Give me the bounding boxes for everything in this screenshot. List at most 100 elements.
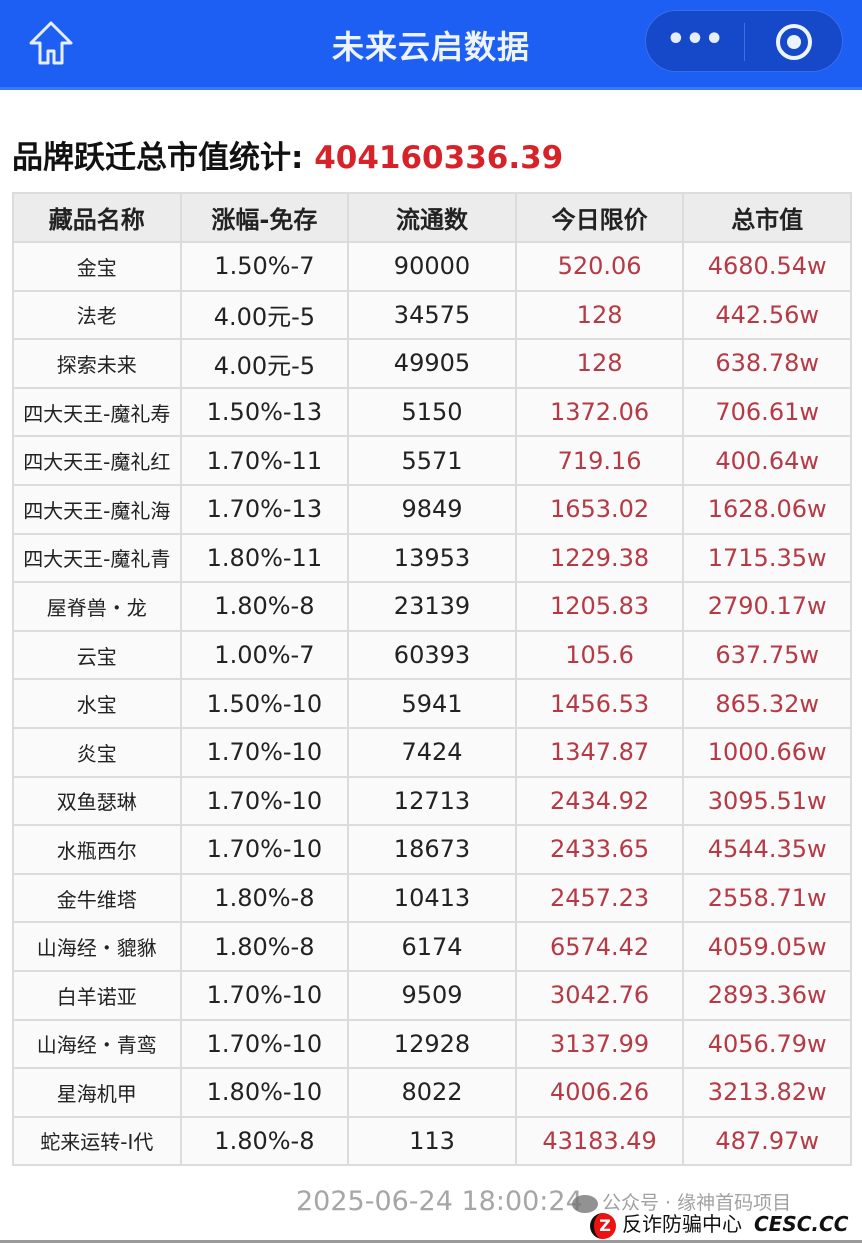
mini-program-capsule: ••• — [645, 10, 843, 72]
total-market-value-cell: 400.64w — [682, 435, 852, 486]
collectible-name: 四大天王-魔礼青 — [12, 532, 182, 584]
collectible-name: 山海经・青鸾 — [12, 1018, 182, 1070]
circulation: 12713 — [347, 775, 517, 827]
circulation: 90000 — [347, 241, 517, 292]
collectible-name: 四大天王-魔礼寿 — [12, 386, 182, 438]
increase-free-stock: 1.80%-8 — [179, 581, 350, 632]
top-bar: 未来云启数据 ••• — [0, 0, 862, 90]
stat-value: 404160336.39 — [314, 140, 564, 176]
column-header: 流通数 — [347, 192, 517, 243]
table-row: 屋脊兽・龙 1.80%-8 23139 1205.83 2790.17w — [12, 581, 852, 632]
daily-limit-price: 1347.87 — [514, 726, 685, 778]
total-market-value-cell: 1628.06w — [682, 483, 852, 535]
anti-fraud-text: 反诈防骗中心 — [622, 1212, 742, 1236]
circulation: 5941 — [347, 678, 517, 729]
circulation: 18673 — [347, 824, 517, 875]
increase-free-stock: 1.80%-8 — [179, 1115, 350, 1167]
collectible-name: 水瓶西尔 — [12, 824, 182, 875]
increase-free-stock: 1.80%-8 — [179, 872, 350, 924]
total-market-value-cell: 3213.82w — [682, 1067, 852, 1118]
increase-free-stock: 1.70%-10 — [179, 1018, 350, 1070]
increase-free-stock: 1.50%-7 — [179, 241, 350, 292]
stat-label: 品牌跃迁总市值统计: — [12, 140, 315, 176]
increase-free-stock: 1.70%-13 — [179, 483, 350, 535]
daily-limit-price: 128 — [514, 338, 685, 389]
collectible-name: 四大天王-魔礼海 — [12, 483, 182, 535]
daily-limit-price: 520.06 — [514, 241, 685, 292]
table-row: 金宝 1.50%-7 90000 520.06 4680.54w — [12, 241, 852, 292]
total-market-value-cell: 2893.36w — [682, 969, 852, 1021]
table-row: 山海经・貔貅 1.80%-8 6174 6574.42 4059.05w — [12, 921, 852, 972]
increase-free-stock: 4.00元-5 — [179, 289, 350, 341]
total-market-value-cell: 2558.71w — [682, 872, 852, 924]
table-row: 水宝 1.50%-10 5941 1456.53 865.32w — [12, 678, 852, 729]
column-header: 藏品名称 — [12, 192, 182, 243]
wechat-watermark: 公众号 · 缘神首码项目 — [572, 1188, 791, 1215]
table-row: 云宝 1.00%-7 60393 105.6 637.75w — [12, 629, 852, 681]
total-market-value-cell: 1000.66w — [682, 726, 852, 778]
circulation: 49905 — [347, 338, 517, 389]
table-row: 星海机甲 1.80%-10 8022 4006.26 3213.82w — [12, 1067, 852, 1118]
circulation: 9849 — [347, 483, 517, 535]
total-market-value-cell: 4056.79w — [682, 1018, 852, 1070]
collectible-name: 屋脊兽・龙 — [12, 581, 182, 632]
table-row: 金牛维塔 1.80%-8 10413 2457.23 2558.71w — [12, 872, 852, 924]
increase-free-stock: 1.70%-10 — [179, 969, 350, 1021]
collectible-name: 法老 — [12, 289, 182, 341]
collectible-name: 星海机甲 — [12, 1067, 182, 1118]
circulation: 5150 — [347, 386, 517, 438]
app-title: 未来云启数据 — [331, 28, 530, 66]
capsule-divider — [744, 23, 745, 61]
increase-free-stock: 4.00元-5 — [179, 338, 350, 389]
daily-limit-price: 2433.65 — [514, 824, 685, 875]
daily-limit-price: 3042.76 — [514, 969, 685, 1021]
table-row: 探索未来 4.00元-5 49905 128 638.78w — [12, 338, 852, 389]
circulation: 12928 — [347, 1018, 517, 1070]
collectible-name: 金牛维塔 — [12, 872, 182, 924]
daily-limit-price: 719.16 — [514, 435, 685, 486]
table-row: 四大天王-魔礼寿 1.50%-13 5150 1372.06 706.61w — [12, 386, 852, 438]
daily-limit-price: 1653.02 — [514, 483, 685, 535]
table-row: 四大天王-魔礼红 1.70%-11 5571 719.16 400.64w — [12, 435, 852, 486]
circulation: 23139 — [347, 581, 517, 632]
increase-free-stock: 1.00%-7 — [179, 629, 350, 681]
daily-limit-price: 128 — [514, 289, 685, 341]
circulation: 9509 — [347, 969, 517, 1021]
daily-limit-price: 6574.42 — [514, 921, 685, 972]
daily-limit-price: 2457.23 — [514, 872, 685, 924]
column-header: 今日限价 — [514, 192, 685, 243]
collectible-name: 金宝 — [12, 241, 182, 292]
increase-free-stock: 1.70%-10 — [179, 726, 350, 778]
total-market-value-cell: 4544.35w — [682, 824, 852, 875]
table-row: 水瓶西尔 1.70%-10 18673 2433.65 4544.35w — [12, 824, 852, 875]
circulation: 7424 — [347, 726, 517, 778]
wechat-watermark-text: 公众号 · 缘神首码项目 — [602, 1192, 792, 1214]
increase-free-stock: 1.70%-10 — [179, 775, 350, 827]
table-row: 蛇来运转-Ⅰ代 1.80%-8 113 43183.49 487.97w — [12, 1115, 852, 1167]
more-dots-icon[interactable]: ••• — [666, 22, 724, 57]
collectible-name: 蛇来运转-Ⅰ代 — [12, 1115, 182, 1167]
table-row: 法老 4.00元-5 34575 128 442.56w — [12, 289, 852, 341]
table-row: 双鱼瑟琳 1.70%-10 12713 2434.92 3095.51w — [12, 775, 852, 827]
table-row: 四大天王-魔礼青 1.80%-11 13953 1229.38 1715.35w — [12, 532, 852, 584]
total-market-value-cell: 638.78w — [682, 338, 852, 389]
anti-fraud-logo: Z — [590, 1212, 616, 1239]
increase-free-stock: 1.80%-11 — [179, 532, 350, 584]
table-row: 炎宝 1.70%-10 7424 1347.87 1000.66w — [12, 726, 852, 778]
timestamp: 2025-06-24 18:00:24 — [296, 1186, 583, 1217]
daily-limit-price: 1372.06 — [514, 386, 685, 438]
circulation: 13953 — [347, 532, 517, 584]
column-header: 涨幅-免存 — [179, 192, 350, 243]
total-market-value-cell: 865.32w — [682, 678, 852, 729]
target-circle-icon[interactable] — [776, 24, 812, 60]
home-icon[interactable] — [26, 18, 76, 68]
table-row: 四大天王-魔礼海 1.70%-13 9849 1653.02 1628.06w — [12, 483, 852, 535]
table-header-row: 藏品名称 涨幅-免存 流通数 今日限价 总市值 — [12, 192, 852, 243]
increase-free-stock: 1.50%-10 — [179, 678, 350, 729]
collectible-name: 山海经・貔貅 — [12, 921, 182, 972]
circulation: 113 — [347, 1115, 517, 1167]
circulation: 34575 — [347, 289, 517, 341]
increase-free-stock: 1.80%-10 — [179, 1067, 350, 1118]
total-market-value-cell: 637.75w — [682, 629, 852, 681]
total-market-value-cell: 1715.35w — [682, 532, 852, 584]
